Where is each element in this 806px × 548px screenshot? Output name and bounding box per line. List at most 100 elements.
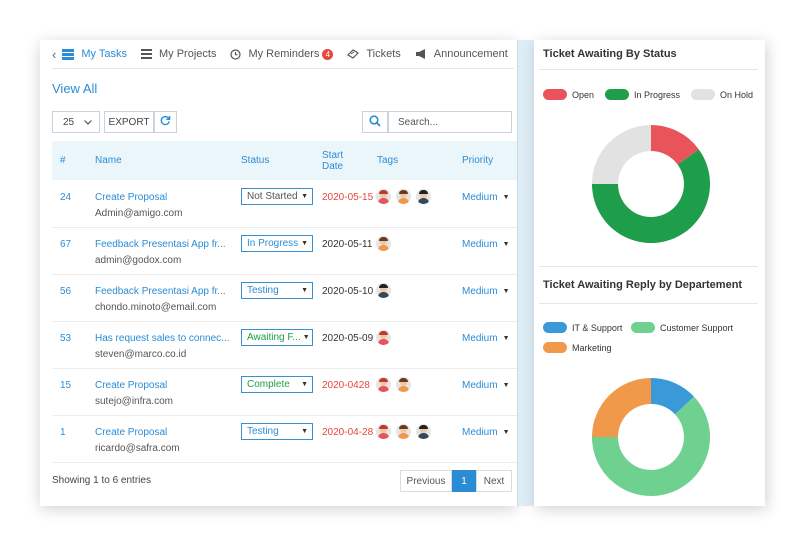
task-name-link[interactable]: Create Proposal	[95, 380, 168, 391]
priority-dropdown[interactable]: Medium ▼	[462, 333, 510, 344]
table-row[interactable]: 56 Feedback Presentasi App fr... chondo.mi…	[52, 275, 517, 322]
header-priority[interactable]: Priority	[462, 155, 494, 166]
donut-slice-on-hold[interactable]	[592, 125, 651, 184]
legend-on-hold[interactable]: On Hold	[691, 89, 753, 100]
legend-label: Customer Support	[660, 322, 734, 333]
legend-it-support[interactable]: IT & Support	[543, 322, 622, 333]
task-name-link[interactable]: Feedback Presentasi App fr...	[95, 239, 226, 250]
legend-in-progress[interactable]: In Progress	[605, 89, 680, 100]
table-row[interactable]: 15 Create Proposal sutejo@infra.com Complet…	[52, 369, 517, 416]
chevron-left-icon[interactable]: ‹	[52, 46, 57, 62]
avatar[interactable]	[416, 424, 431, 439]
avatar[interactable]	[396, 424, 411, 439]
search-icon	[369, 114, 381, 130]
status-select[interactable]: Testing ▼	[241, 423, 313, 440]
avatar[interactable]	[416, 189, 431, 204]
status-value: Testing	[247, 285, 279, 296]
status-chart-title: Ticket Awaiting By Status	[543, 48, 677, 60]
row-number: 56	[60, 286, 72, 297]
tab-my-reminders[interactable]: My Reminders 4	[230, 48, 334, 60]
table-row[interactable]: 24 Create Proposal Admin@amigo.com Not Star…	[52, 181, 517, 228]
tab-my-projects[interactable]: My Projects	[140, 48, 216, 60]
start-date: 2020-05-10	[322, 286, 374, 297]
priority-dropdown[interactable]: Medium ▼	[462, 192, 510, 203]
table-row[interactable]: 53 Has request sales to connec... steven@m…	[52, 322, 517, 369]
status-select[interactable]: In Progress ▼	[241, 235, 313, 252]
tag-avatars	[376, 189, 436, 204]
priority-dropdown[interactable]: Medium ▼	[462, 286, 510, 297]
legend-open[interactable]: Open	[543, 89, 594, 100]
caret-down-icon: ▼	[301, 287, 308, 294]
avatar[interactable]	[376, 330, 391, 345]
caret-down-icon: ▼	[301, 193, 308, 200]
task-name-link[interactable]: Create Proposal	[95, 192, 168, 203]
avatar[interactable]	[376, 377, 391, 392]
header-start-date[interactable]: Start Date	[322, 149, 344, 172]
avatar[interactable]	[376, 189, 391, 204]
task-name-link[interactable]: Feedback Presentasi App fr...	[95, 286, 226, 297]
next-page-button[interactable]: Next	[476, 470, 512, 492]
header-status[interactable]: Status	[241, 155, 270, 166]
caret-down-icon: ▼	[301, 381, 308, 388]
avatar[interactable]	[376, 424, 391, 439]
status-donut-chart	[592, 125, 710, 244]
tab-announcement[interactable]: Announcement	[415, 48, 508, 60]
header-tags[interactable]: Tags	[377, 155, 399, 166]
donut-slice-it-support[interactable]	[651, 378, 695, 415]
avatar[interactable]	[376, 236, 391, 251]
clock-icon	[230, 48, 242, 60]
status-select[interactable]: Testing ▼	[241, 282, 313, 299]
legend-swatch	[543, 89, 567, 100]
donut-slice-marketing[interactable]	[592, 378, 651, 437]
row-number: 15	[60, 380, 72, 391]
previous-page-button[interactable]: Previous	[400, 470, 452, 492]
start-date: 2020-05-09	[322, 333, 374, 344]
donut-slice-customer-support[interactable]	[592, 396, 710, 496]
avatar[interactable]	[396, 189, 411, 204]
task-name-link[interactable]: Create Proposal	[95, 427, 168, 438]
status-value: Not Started	[247, 191, 298, 202]
caret-down-icon: ▼	[502, 335, 510, 342]
table-row[interactable]: 67 Feedback Presentasi App fr... admin@god…	[52, 228, 517, 275]
table-row[interactable]: 1 Create Proposal ricardo@safra.com Testing…	[52, 416, 517, 463]
tab-tickets[interactable]: Tickets	[347, 48, 401, 60]
start-date: 2020-04-28	[322, 427, 374, 438]
avatar[interactable]	[396, 377, 411, 392]
tag-avatars	[376, 330, 396, 345]
search-button[interactable]	[362, 111, 388, 133]
donut-slice-open[interactable]	[651, 125, 699, 165]
header-name[interactable]: Name	[95, 155, 122, 166]
charts-panel: Ticket Awaiting By Status Open In Progre…	[534, 40, 765, 506]
view-all-link[interactable]: View All	[52, 81, 98, 96]
priority-dropdown[interactable]: Medium ▼	[462, 427, 510, 438]
ticket-icon	[347, 49, 360, 59]
priority-dropdown[interactable]: Medium ▼	[462, 380, 510, 391]
search-input[interactable]: Search...	[388, 111, 512, 133]
task-name-link[interactable]: Has request sales to connec...	[95, 333, 230, 344]
status-select[interactable]: Not Started ▼	[241, 188, 313, 205]
status-select[interactable]: Awaiting F... ▼	[241, 329, 313, 346]
legend-swatch	[543, 322, 567, 333]
export-button[interactable]: EXPORT	[104, 111, 154, 133]
task-email: chondo.minoto@email.com	[95, 302, 217, 313]
status-chart-divider	[539, 69, 758, 70]
row-number: 67	[60, 239, 72, 250]
pagination: Previous 1 Next	[400, 470, 512, 492]
refresh-button[interactable]	[154, 111, 177, 133]
donut-slice-in-progress[interactable]	[592, 149, 710, 244]
panel-divider	[517, 40, 534, 506]
legend-label: On Hold	[720, 89, 754, 100]
row-number: 24	[60, 192, 72, 203]
priority-dropdown[interactable]: Medium ▼	[462, 239, 510, 250]
page-length-select[interactable]: 25	[52, 111, 100, 133]
task-email: ricardo@safra.com	[95, 443, 180, 454]
legend-marketing[interactable]: Marketing	[543, 342, 612, 353]
header-num[interactable]: #	[60, 155, 66, 166]
current-page-button[interactable]: 1	[452, 470, 476, 492]
legend-customer-support[interactable]: Customer Support	[631, 322, 733, 333]
task-email: sutejo@infra.com	[95, 396, 173, 407]
avatar[interactable]	[376, 283, 391, 298]
tab-my-tasks[interactable]: My Tasks	[62, 48, 127, 60]
status-select[interactable]: Complete ▼	[241, 376, 313, 393]
megaphone-icon	[415, 49, 427, 59]
